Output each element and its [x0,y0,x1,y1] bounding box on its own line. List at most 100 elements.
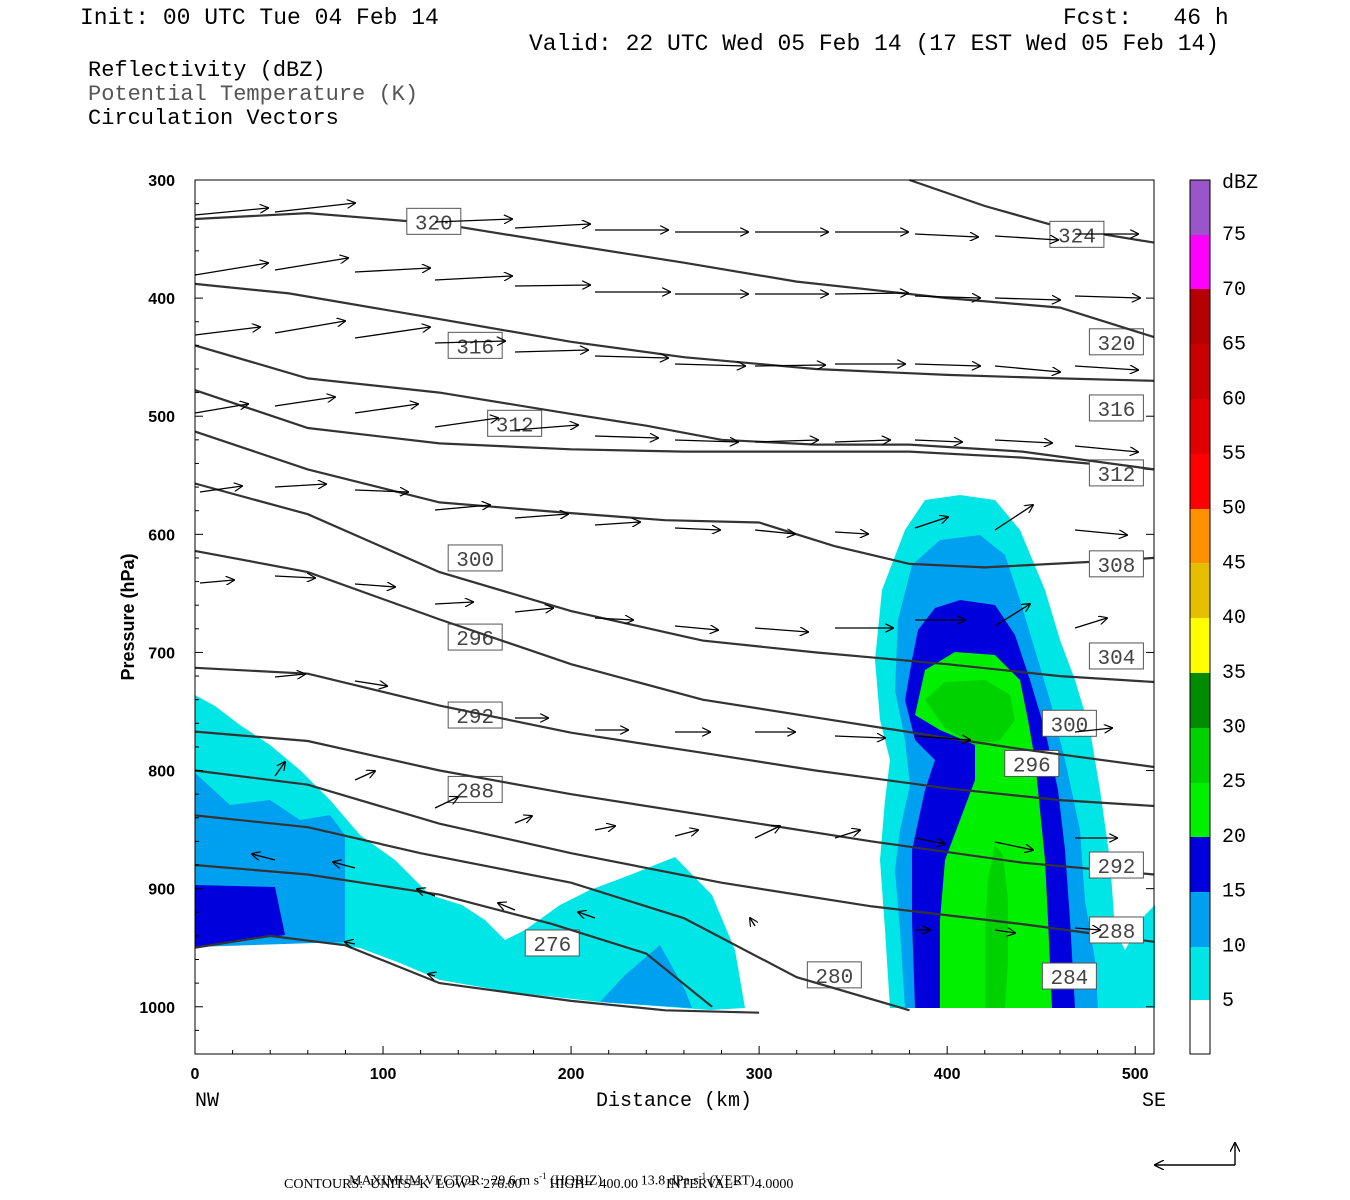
theta-contour-label-box [447,544,503,572]
y-tick-label: 700 [148,645,175,662]
theta-contour-label: 312 [496,415,534,438]
max-vector-horiz: 29.6 m s [491,1173,540,1189]
theta-contour-label: 300 [1050,715,1088,738]
colorbar-label: 45 [1222,552,1246,575]
y-tick-label: 300 [148,173,175,190]
x-tick-label: 400 [934,1066,961,1083]
x-tick-label: 300 [746,1066,773,1083]
x-axis-title: Distance (km) [596,1090,752,1113]
x-tick-label: 100 [370,1066,397,1083]
max-vector-line: MAXIMUM VECTOR: 29.6 m s-1 (HORIZ) 13.8 … [342,1158,755,1189]
max-vector-vert-tail: (VERT) [709,1173,755,1189]
max-vector-label: MAXIMUM VECTOR: [349,1173,485,1189]
theta-contour-label-box [524,929,580,957]
theta-contour-label-box [1004,749,1060,777]
plot-frame [194,179,1155,1055]
theta-contour-label-box [1041,962,1097,990]
theta-contour-line [194,282,1155,382]
colorbar-label: 5 [1222,990,1234,1013]
theta-contour-label: 280 [815,967,853,990]
init-time: Init: 00 UTC Tue 04 Feb 14 [80,5,439,31]
colorbar-label: 70 [1222,279,1246,302]
theta-contour-label: 288 [456,781,494,804]
circulation-vectors [194,203,1140,976]
theta-contour-line [194,769,1155,943]
forecast-hour: Fcst: 46 h [1063,5,1229,31]
theta-contour-line [194,389,1155,471]
x-tick-label: 500 [1122,1066,1149,1083]
theta-contour-label: 320 [1097,334,1135,357]
x-end-left-label: NW [195,1090,219,1113]
max-vector-vert: 13.8 dPa s [640,1173,699,1189]
theta-contour-label-box [1088,328,1144,356]
theta-contour-label-box [447,331,503,359]
theta-contour-label-box [447,701,503,729]
dbz-colorbar [1189,179,1211,1055]
colorbar-label: 50 [1222,498,1246,521]
theta-contour-line [194,344,1155,471]
max-vector-vert-exp: -1 [698,1171,707,1181]
y-tick-label: 800 [148,764,175,781]
theta-contour-label-box [1041,709,1097,737]
theta-contour-line [194,211,1155,339]
valid-time: Valid: 22 UTC Wed 05 Feb 14 (17 EST Wed … [529,31,1220,57]
field-vectors: Circulation Vectors [88,106,339,131]
theta-contour-label: 308 [1097,556,1135,579]
theta-contour-label: 292 [456,707,494,730]
colorbar-label: 65 [1222,334,1246,357]
y-axis-title: Pressure (hPa) [118,553,138,680]
theta-contour-label: 324 [1058,226,1096,249]
theta-contour-label: 296 [1013,755,1051,778]
theta-contour-label: 288 [1097,922,1135,945]
theta-contour-label: 304 [1097,648,1135,671]
theta-contour-label-box [1088,642,1144,670]
colorbar-label: 60 [1222,388,1246,411]
theta-contour-label: 312 [1097,465,1135,488]
theta-contour-label: 316 [1097,400,1135,423]
theta-contour-label-box [1088,394,1144,422]
colorbar-label: 15 [1222,881,1246,904]
theta-contour-line [194,934,760,1014]
theta-contour-label: 316 [456,337,494,360]
theta-contour-label-box [1088,459,1144,487]
colorbar-label: 35 [1222,662,1246,685]
reference-vector-icon [1155,1143,1235,1165]
theta-contour-line [909,178,1155,244]
theta-contour-label-box [1088,550,1144,578]
colorbar-title: dBZ [1222,172,1258,195]
theta-contour-line [194,666,1155,808]
colorbar-label: 75 [1222,224,1246,247]
x-end-right-label: SE [1142,1090,1166,1113]
theta-contour-label: 284 [1050,968,1088,991]
max-vector-horiz-tail: (HORIZ) [550,1173,603,1189]
x-tick-label: 0 [191,1066,200,1083]
y-tick-label: 600 [148,527,175,544]
field-reflectivity: Reflectivity (dBZ) [88,58,326,83]
theta-contour-line [194,814,910,1012]
y-tick-label: 900 [148,882,175,899]
colorbar-label: 40 [1222,607,1246,630]
theta-contour-label-box [1088,851,1144,879]
theta-contour-line [194,730,1155,876]
colorbar-label: 25 [1222,771,1246,794]
theta-contour-line [194,549,1155,769]
y-axis: 300 400 500 600 700 800 900 1000 [139,173,1154,1055]
x-axis: 0 100 200 300 400 500 [191,1046,1149,1083]
max-vector-horiz-exp: -1 [539,1171,547,1181]
theta-contour-line [194,863,713,1008]
theta-contour-label: 292 [1097,857,1135,880]
colorbar-label: 55 [1222,443,1246,466]
theta-contour-line [194,482,1155,684]
theta-contour-label: 276 [533,935,571,958]
reflectivity-fill [195,495,1155,1010]
colorbar-label: 30 [1222,717,1246,740]
theta-contour-label: 320 [415,213,453,236]
y-tick-label: 400 [148,291,175,308]
y-tick-label: 500 [148,409,175,426]
colorbar-label: 20 [1222,826,1246,849]
field-theta: Potential Temperature (K) [88,82,419,107]
x-tick-label: 200 [558,1066,585,1083]
colorbar-label: 10 [1222,935,1246,958]
theta-contour-label: 300 [456,550,494,573]
